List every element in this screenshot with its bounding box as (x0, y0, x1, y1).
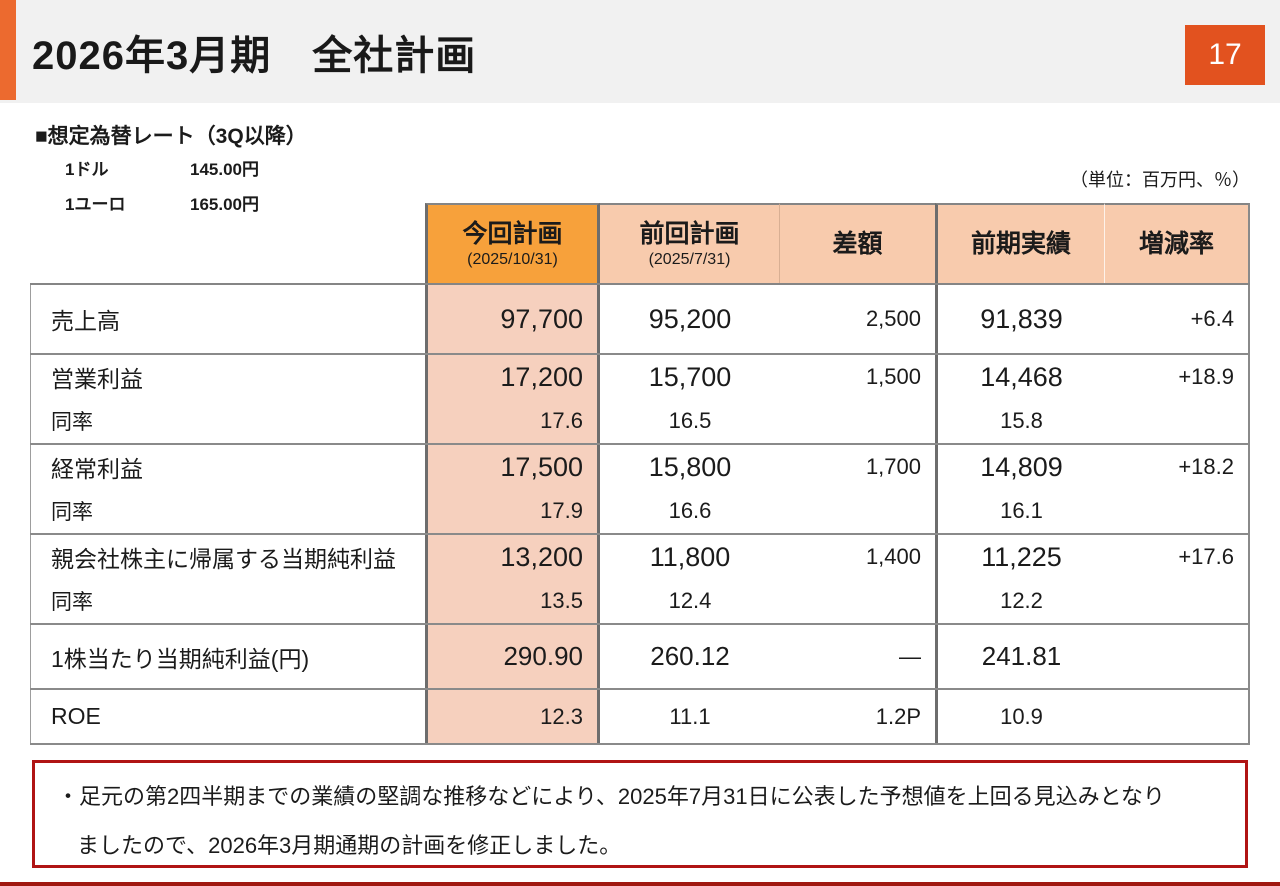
fx-usd-value: 145.00円 (190, 160, 259, 179)
fx-heading: ■想定為替レート（3Q以降） (35, 125, 307, 148)
table-row-sales: 売上高 97,700 95,200 2,500 91,839 +6.4 (30, 285, 1250, 355)
accent-bar (0, 0, 16, 100)
cell-prior: 14,809 16.1 (935, 445, 1105, 533)
note-box: ・足元の第2四半期までの業績の堅調な推移などにより、2025年7月31日に公表し… (32, 760, 1248, 868)
plan-table: 今回計画 (2025/10/31) 前回計画 (2025/7/31) 差額 前期… (30, 203, 1250, 745)
header-diff: 差額 (780, 203, 935, 283)
cell-current: 17,500 17.9 (425, 445, 600, 533)
cell-previous: 95,200 (648, 303, 732, 334)
header-previous-date: (2025/7/31) (648, 251, 731, 268)
header-prior-actual: 前期実績 (935, 203, 1105, 283)
header-change-rate: 増減率 (1105, 203, 1250, 283)
note-line-2: ましたので、2026年3月期通期の計画を修正しました。 (77, 833, 622, 858)
cell-diff: — (899, 643, 921, 669)
note-line-1: ・足元の第2四半期までの業績の堅調な推移などにより、2025年7月31日に公表し… (57, 784, 1165, 809)
table-row-net-income: 親会社株主に帰属する当期純利益 同率 13,200 13.5 11,800 12.4 … (30, 535, 1250, 625)
row-label: 親会社株主に帰属する当期純利益 同率 (30, 535, 425, 623)
header-current-plan: 今回計画 (2025/10/31) (425, 203, 600, 283)
table-row-operating-income: 営業利益 同率 17,200 17.6 15,700 16.5 1,500 14,46… (30, 355, 1250, 445)
cell-prior: 91,839 (935, 285, 1105, 353)
title-bar (0, 0, 1280, 103)
cell-diff: 1,400 (865, 544, 921, 569)
fx-eur-label: 1ユーロ (65, 195, 126, 214)
cell-change: +6.4 (1105, 285, 1250, 353)
table-row-ordinary-income: 経常利益 同率 17,500 17.9 15,800 16.6 1,700 14,80… (30, 445, 1250, 535)
cell-current: 17,200 17.6 (425, 355, 600, 443)
page-number-badge: 17 (1185, 25, 1265, 85)
header-previous-plan: 前回計画 (2025/7/31) (600, 203, 780, 283)
header-empty-cell (30, 203, 425, 283)
fx-assumptions: ■想定為替レート（3Q以降） 1ドル 145.00円 1ユーロ 165.00円 (35, 122, 307, 222)
row-label: 営業利益 同率 (30, 355, 425, 443)
fx-rate-eur: 1ユーロ 165.00円 (65, 187, 307, 222)
cell-previous: 11.1 (669, 703, 711, 729)
cell-change (1105, 625, 1250, 688)
cell-diff: 1,500 (865, 364, 921, 389)
header-current-label: 今回計画 (462, 220, 563, 248)
header-change-label: 増減率 (1138, 229, 1214, 258)
cell-previous: 15,700 16.5 (648, 361, 732, 434)
cell-previous: 260.12 (650, 641, 730, 671)
table-row-eps: 1株当たり当期純利益(円) 290.90 260.12 — 241.81 (30, 625, 1250, 690)
cell-prior: 11,225 12.2 (935, 535, 1105, 623)
table-row-roe: ROE 12.3 11.1 1.2P 10.9 (30, 690, 1250, 745)
cell-change (1105, 690, 1250, 743)
header-current-date: (2025/10/31) (467, 251, 558, 268)
fx-eur-value: 165.00円 (190, 195, 259, 214)
row-label: ROE (30, 690, 425, 743)
cell-diff: 1.2P (875, 703, 921, 729)
cell-diff: 2,500 (865, 306, 921, 331)
row-label: 売上高 (30, 285, 425, 353)
table-header-row: 今回計画 (2025/10/31) 前回計画 (2025/7/31) 差額 前期… (30, 203, 1250, 285)
row-label: 経常利益 同率 (30, 445, 425, 533)
cell-current: 13,200 13.5 (425, 535, 600, 623)
fx-rate-usd: 1ドル 145.00円 (65, 152, 307, 187)
header-previous-label: 前回計画 (639, 220, 740, 248)
cell-change: +17.6 (1105, 535, 1250, 623)
cell-current: 97,700 (425, 285, 600, 353)
fx-usd-label: 1ドル (65, 160, 109, 179)
row-label: 1株当たり当期純利益(円) (30, 625, 425, 688)
header-prior-label: 前期実績 (970, 229, 1071, 258)
cell-current: 290.90 (425, 625, 600, 688)
cell-previous: 11,800 12.4 (649, 541, 731, 614)
cell-change: +18.2 (1105, 445, 1250, 533)
page-title: 2026年3月期 全社計画 (32, 33, 477, 78)
footer-strip (0, 882, 1280, 886)
header-diff-label: 差額 (832, 229, 883, 258)
cell-current: 12.3 (425, 690, 600, 743)
cell-prior: 241.81 (935, 625, 1105, 688)
cell-prior: 10.9 (935, 690, 1105, 743)
cell-diff: 1,700 (865, 454, 921, 479)
cell-previous: 15,800 16.6 (648, 451, 732, 524)
cell-change: +18.9 (1105, 355, 1250, 443)
unit-note: （単位：百万円、％） (1070, 170, 1250, 190)
cell-prior: 14,468 15.8 (935, 355, 1105, 443)
